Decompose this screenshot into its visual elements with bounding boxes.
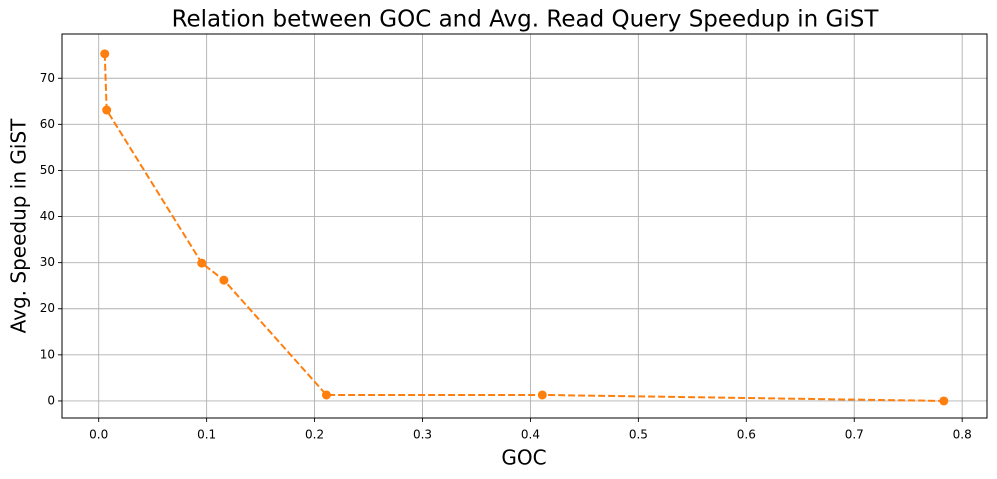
data-point — [197, 258, 207, 268]
plot-frame — [61, 33, 988, 419]
data-point — [219, 275, 229, 285]
x-tick-label: 0.1 — [197, 428, 216, 442]
x-tick-label: 0.2 — [305, 428, 324, 442]
x-tick-label: 0.4 — [521, 428, 540, 442]
data-point — [100, 49, 110, 59]
x-tick-label: 0.3 — [413, 428, 432, 442]
x-tick-label: 0.7 — [845, 428, 864, 442]
y-axis-label: Avg. Speedup in GiST — [7, 118, 31, 334]
data-point — [321, 390, 331, 400]
y-tick-label: 60 — [40, 117, 55, 131]
y-tick-label: 0 — [47, 393, 55, 407]
x-tick-label: 0.6 — [737, 428, 756, 442]
x-tick-label: 0.0 — [89, 428, 108, 442]
y-tick-label: 30 — [40, 255, 55, 269]
chart-title: Relation between GOC and Avg. Read Query… — [172, 7, 880, 33]
y-tick-label: 20 — [40, 301, 55, 315]
data-point — [537, 390, 547, 400]
y-tick-label: 10 — [40, 347, 55, 361]
data-point — [102, 105, 112, 115]
x-tick-label: 0.8 — [953, 428, 972, 442]
x-tick-label: 0.5 — [629, 428, 648, 442]
data-line — [103, 53, 944, 402]
y-tick-label: 40 — [40, 209, 55, 223]
y-tick-label: 70 — [40, 71, 55, 85]
y-tick-label: 50 — [40, 163, 55, 177]
data-point — [939, 396, 949, 406]
x-axis-label: GOC — [501, 446, 546, 470]
